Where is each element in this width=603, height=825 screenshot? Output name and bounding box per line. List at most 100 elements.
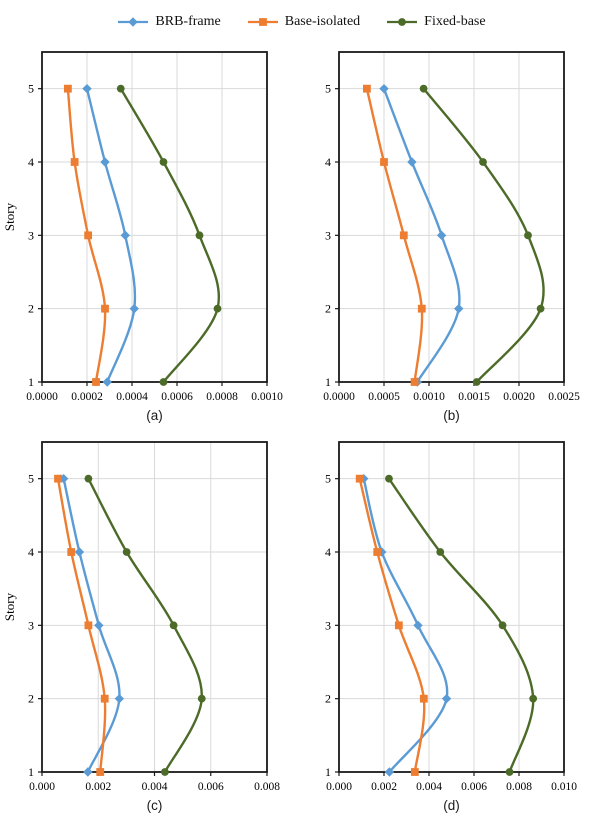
data-point-square-icon [67,548,76,556]
subplot-a: 0.0000 0.0002 0.0004 0.0006 0.0008 0.0010 1 2 3 4… [0,42,300,430]
story-tick-label: 2 [28,692,34,706]
story-tick-label: 3 [28,228,34,242]
y-axis-labels: 1 2 3 4 5 [28,472,34,779]
data-point-circle-icon [213,304,222,313]
data-point-diamond-icon [120,230,130,241]
y-axis-labels: 1 2 3 4 5 [325,472,331,779]
legend-marker-canvas [118,17,149,27]
story-tick-label: 3 [325,228,331,242]
x-axis-tick-label: 0.0004 [116,391,148,403]
data-point-square-icon [100,694,109,703]
data-point-diamond-icon [436,230,447,241]
data-point-diamond-icon [128,17,139,27]
data-point-circle-icon [385,474,393,483]
x-axis-tick-label: 0.0025 [548,391,580,403]
x-axis-tick-label: 0.0005 [368,391,400,403]
data-point-circle-icon [498,621,507,630]
x-axis-tick-label: 0.006 [461,781,487,793]
x-axis-tick-label: 0.000 [326,781,352,793]
story-tick-label: 5 [28,472,34,486]
story-tick-label: 1 [28,375,34,389]
legend-marker-canvas [387,18,418,26]
story-tick-label: 1 [325,375,331,389]
x-axis-tick-label: 0.0000 [323,391,355,403]
data-point-diamond-icon [454,303,464,314]
x-axis-tick-label: 0.008 [254,781,280,793]
x-axis-tick-label: 0.004 [142,781,168,793]
story-tick-label: 2 [325,692,331,706]
fixed-base-line-marker-icon [386,15,418,29]
data-point-circle-icon [195,231,204,240]
story-tick-label: 4 [325,155,331,169]
x-axis-tick-label: 0.0000 [26,391,58,403]
x-axis-tick-label: 0.0010 [251,391,283,403]
series-base-isolated [63,84,109,386]
data-point-circle-icon [159,378,168,386]
data-point-square-icon [92,378,100,386]
chart-b-canvas: 0.0000 0.0005 0.0010 0.0015 0.0020 0.0025 1 2 3 4… [323,51,580,423]
data-point-circle-icon [169,621,178,630]
subplot-d: 0.000 0.002 0.004 0.006 0.008 0.010 1 2 3 4 5 (d) [297,432,597,820]
legend-item-brb-frame: BRB-frame [117,15,221,29]
data-point-diamond-icon [102,377,112,387]
data-point-diamond-icon [379,83,389,94]
story-tick-label: 2 [325,302,331,316]
x-axis-tick-label: 0.002 [371,781,397,793]
y-axis-title: Story [2,592,17,621]
series-fixed-base [84,474,206,776]
subplot-c: 0.000 0.002 0.004 0.006 0.008 1 2 3 4 5 Story (c) [0,432,300,820]
y-axis-title: Story [2,202,17,231]
legend-label: Base-isolated [284,14,361,29]
x-axis-labels: 0.000 0.002 0.004 0.006 0.008 0.010 [326,781,577,793]
series-base-isolated [363,84,426,386]
series-base-isolated [355,474,428,776]
data-point-circle-icon [116,84,125,93]
story-tick-label: 5 [28,82,34,96]
subplot-caption: (c) [147,798,163,813]
story-tick-label: 3 [325,618,331,632]
data-point-square-icon [54,474,62,483]
data-point-diamond-icon [407,157,417,167]
story-tick-label: 5 [325,472,331,486]
data-point-square-icon [84,231,93,240]
data-point-square-icon [419,694,428,703]
data-point-square-icon [417,304,426,313]
data-point-circle-icon [524,231,532,240]
x-axis-tick-label: 0.0006 [161,391,193,403]
subplot-caption: (a) [146,408,163,423]
data-point-circle-icon [84,474,93,483]
data-point-square-icon [380,158,388,166]
data-point-circle-icon [472,378,481,386]
data-point-diamond-icon [441,693,452,704]
x-axis-tick-label: 0.002 [85,781,111,793]
data-point-square-icon [355,474,364,483]
data-point-square-icon [399,231,408,240]
x-axis-tick-label: 0.000 [29,781,55,793]
data-point-circle-icon [122,548,131,556]
data-point-square-icon [258,18,267,26]
story-tick-label: 1 [28,765,34,779]
x-axis-tick-label: 0.0015 [458,391,490,403]
story-tick-label: 4 [28,545,34,559]
data-point-circle-icon [536,304,545,313]
data-point-circle-icon [159,158,168,166]
legend-item-fixed-base: Fixed-base [386,15,486,29]
series-base-isolated [54,474,109,776]
data-point-diamond-icon [83,767,93,777]
data-point-diamond-icon [100,157,110,167]
x-axis-tick-label: 0.006 [198,781,224,793]
data-point-circle-icon [529,694,538,703]
data-point-circle-icon [161,768,169,776]
chart-d-canvas: 0.000 0.002 0.004 0.006 0.008 0.010 1 2 3 4 5 (d) [325,441,577,813]
legend-marker-canvas [247,18,278,26]
data-point-circle-icon [398,18,407,26]
chart-c-canvas: 0.000 0.002 0.004 0.006 0.008 1 2 3 4 5 Story (c) [2,441,280,813]
story-tick-label: 4 [28,155,34,169]
data-point-circle-icon [419,84,428,93]
data-point-diamond-icon [82,83,92,94]
data-point-square-icon [96,768,105,776]
data-point-circle-icon [197,694,206,703]
data-point-square-icon [394,621,403,630]
data-point-square-icon [101,304,109,313]
